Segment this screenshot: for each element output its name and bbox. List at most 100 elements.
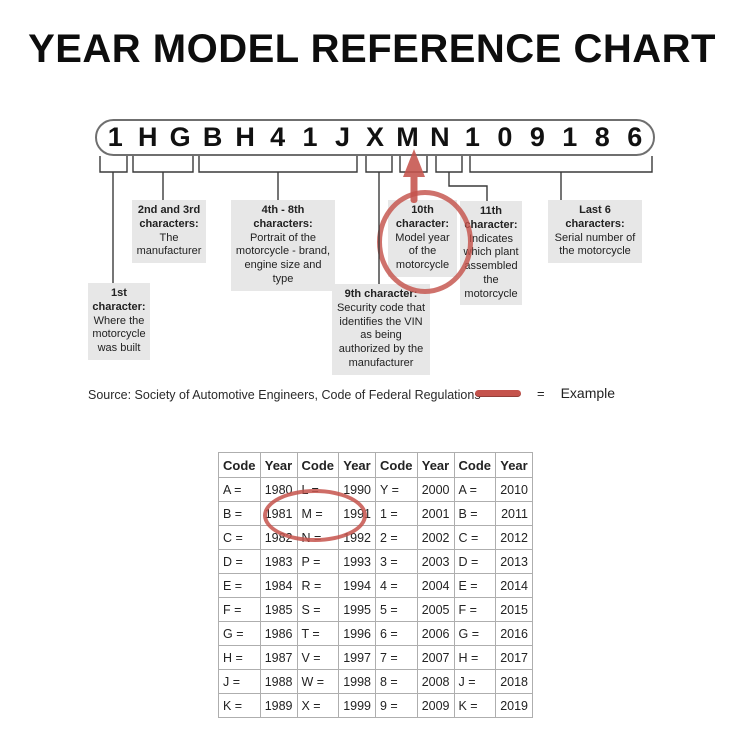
stem-11th xyxy=(448,172,488,201)
table-header-cell: Code xyxy=(218,452,261,478)
table-row: H = 1987 V = 1997 7 = 2007 H = 2017 xyxy=(218,645,533,670)
year-cell: 1987 xyxy=(259,645,298,670)
callout-desc: Where the motorcycle was built xyxy=(92,314,146,355)
bracket-1st xyxy=(99,156,128,173)
vin-character: 1 xyxy=(562,122,578,152)
callout-desc: The manufacturer xyxy=(136,231,202,258)
callout-desc: Indicates which plant assembled the moto… xyxy=(463,232,519,300)
vin-character: 9 xyxy=(529,122,545,152)
vin-character: B xyxy=(202,122,223,152)
code-cell: 8 = xyxy=(375,669,418,694)
callout-11th-character: 11th character: Indicates which plant as… xyxy=(460,201,522,306)
year-cell: 2007 xyxy=(416,645,455,670)
code-cell: 9 = xyxy=(375,693,418,718)
vin-character: 8 xyxy=(594,122,610,152)
callout-title: 4th - 8th characters: xyxy=(253,204,313,230)
code-cell: F = xyxy=(453,597,496,622)
year-cell: 2018 xyxy=(495,669,533,694)
vin-character: N xyxy=(430,122,450,152)
code-cell: P = xyxy=(296,549,339,574)
red-example-mark-icon xyxy=(475,389,521,397)
example-highlight-ellipse xyxy=(263,489,367,542)
table-header-cell: Year xyxy=(495,452,533,478)
code-cell: S = xyxy=(296,597,339,622)
code-cell: K = xyxy=(453,693,496,718)
code-cell: 6 = xyxy=(375,621,418,646)
table-row: D = 1983 P = 1993 3 = 2003 D = 2013 xyxy=(218,549,533,574)
code-cell: T = xyxy=(296,621,339,646)
table-header-cell: Year xyxy=(259,452,298,478)
vin-character: 6 xyxy=(627,122,643,152)
code-cell: F = xyxy=(218,597,261,622)
year-cell: 2017 xyxy=(495,645,533,670)
code-cell: 3 = xyxy=(375,549,418,574)
table-row: E = 1984 R = 1994 4 = 2004 E = 2014 xyxy=(218,573,533,598)
year-cell: 2014 xyxy=(495,573,533,598)
code-cell: W = xyxy=(296,669,339,694)
vin-character: M xyxy=(396,122,419,152)
code-cell: 1 = xyxy=(375,501,418,526)
year-cell: 2000 xyxy=(416,477,455,502)
code-cell: E = xyxy=(453,573,496,598)
callout-4th-8th-characters: 4th - 8th characters: Portrait of the mo… xyxy=(231,200,335,291)
year-cell: 2011 xyxy=(495,501,533,526)
table-row: K = 1989 X = 1999 9 = 2009 K = 2019 xyxy=(218,693,533,718)
table-row: A = 1980 L = 1990 Y = 2000 A = 2010 xyxy=(218,477,533,502)
code-cell: D = xyxy=(453,549,496,574)
code-cell: V = xyxy=(296,645,339,670)
table-header-cell: Code xyxy=(296,452,339,478)
year-cell: 1986 xyxy=(259,621,298,646)
code-cell: E = xyxy=(218,573,261,598)
code-cell: A = xyxy=(218,477,261,502)
code-cell: A = xyxy=(453,477,496,502)
table-row: C = 1982 N = 1992 2 = 2002 C = 2012 xyxy=(218,525,533,550)
code-cell: B = xyxy=(453,501,496,526)
code-cell: X = xyxy=(296,693,339,718)
table-header-cell: Year xyxy=(338,452,376,478)
bracket-10th xyxy=(399,156,428,173)
code-cell: Y = xyxy=(375,477,418,502)
year-cell: 1998 xyxy=(338,669,376,694)
code-cell: J = xyxy=(218,669,261,694)
code-cell: 2 = xyxy=(375,525,418,550)
table-row: J = 1988 W = 1998 8 = 2008 J = 2018 xyxy=(218,669,533,694)
legend-equals: = xyxy=(537,385,545,401)
page-title: YEAR MODEL REFERENCE CHART xyxy=(28,27,716,71)
year-cell: 2008 xyxy=(416,669,455,694)
vin-character: 1 xyxy=(107,122,123,152)
callout-2nd-3rd-characters: 2nd and 3rd characters: The manufacturer xyxy=(132,200,206,263)
vin-character: H xyxy=(137,122,158,152)
year-cell: 1996 xyxy=(338,621,376,646)
year-cell: 2002 xyxy=(416,525,455,550)
callout-title: 1st character: xyxy=(92,287,146,313)
year-cell: 1997 xyxy=(338,645,376,670)
table-row: G = 1986 T = 1996 6 = 2006 G = 2016 xyxy=(218,621,533,646)
bracket-11th xyxy=(435,156,463,173)
bracket-4th-8th xyxy=(198,156,358,173)
year-cell: 1994 xyxy=(338,573,376,598)
code-cell: R = xyxy=(296,573,339,598)
callout-title: 11th character: xyxy=(464,205,518,231)
year-cell: 2013 xyxy=(495,549,533,574)
table-header-cell: Code xyxy=(375,452,418,478)
code-cell: 4 = xyxy=(375,573,418,598)
year-cell: 1984 xyxy=(259,573,298,598)
year-cell: 2015 xyxy=(495,597,533,622)
year-cell: 1993 xyxy=(338,549,376,574)
source-attribution: Source: Society of Automotive Engineers,… xyxy=(88,388,481,402)
callout-desc: Serial number of the motorcycle xyxy=(554,231,636,258)
callout-desc: Portrait of the motorcycle - brand, engi… xyxy=(235,231,331,285)
year-cell: 2006 xyxy=(416,621,455,646)
vin-character: 1 xyxy=(302,122,318,152)
bracket-2nd-3rd xyxy=(132,156,194,173)
table-row: F = 1985 S = 1995 5 = 2005 F = 2015 xyxy=(218,597,533,622)
year-cell: 1985 xyxy=(259,597,298,622)
year-cell: 1988 xyxy=(259,669,298,694)
code-cell: G = xyxy=(453,621,496,646)
year-cell: 1983 xyxy=(259,549,298,574)
callout-title: 2nd and 3rd characters: xyxy=(137,204,201,230)
bracket-9th xyxy=(365,156,393,173)
code-cell: J = xyxy=(453,669,496,694)
example-highlight-circle xyxy=(377,190,473,294)
